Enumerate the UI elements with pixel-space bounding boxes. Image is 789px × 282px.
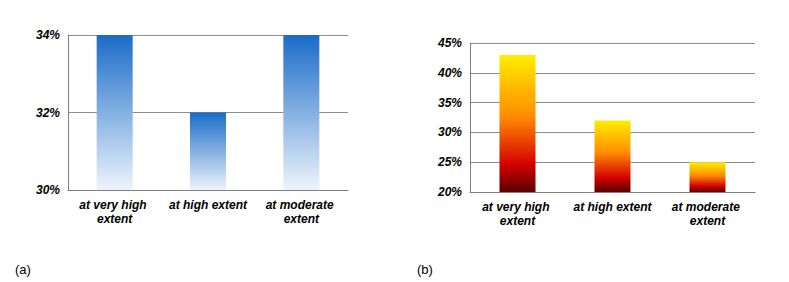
- svg-text:25%: 25%: [437, 155, 462, 169]
- svg-text:extent: extent: [500, 214, 536, 228]
- svg-text:extent: extent: [690, 214, 726, 228]
- svg-text:45%: 45%: [437, 36, 462, 50]
- svg-text:35%: 35%: [438, 96, 462, 110]
- svg-text:extent: extent: [284, 212, 320, 226]
- svg-text:32%: 32%: [36, 106, 60, 120]
- svg-text:40%: 40%: [437, 66, 462, 80]
- svg-text:34%: 34%: [36, 28, 60, 42]
- svg-text:(a): (a): [15, 262, 31, 277]
- svg-text:30%: 30%: [36, 183, 60, 197]
- svg-text:at high extent: at high extent: [169, 198, 248, 212]
- svg-text:(b): (b): [417, 262, 433, 277]
- svg-text:at very high: at very high: [482, 200, 553, 214]
- svg-text:20%: 20%: [437, 185, 462, 199]
- svg-text:30%: 30%: [438, 125, 462, 139]
- svg-text:at very high: at very high: [79, 198, 150, 212]
- svg-text:extent: extent: [97, 212, 133, 226]
- svg-text:at high extent: at high extent: [573, 200, 652, 214]
- svg-text:at moderate: at moderate: [266, 198, 337, 212]
- svg-text:at moderate: at moderate: [672, 200, 743, 214]
